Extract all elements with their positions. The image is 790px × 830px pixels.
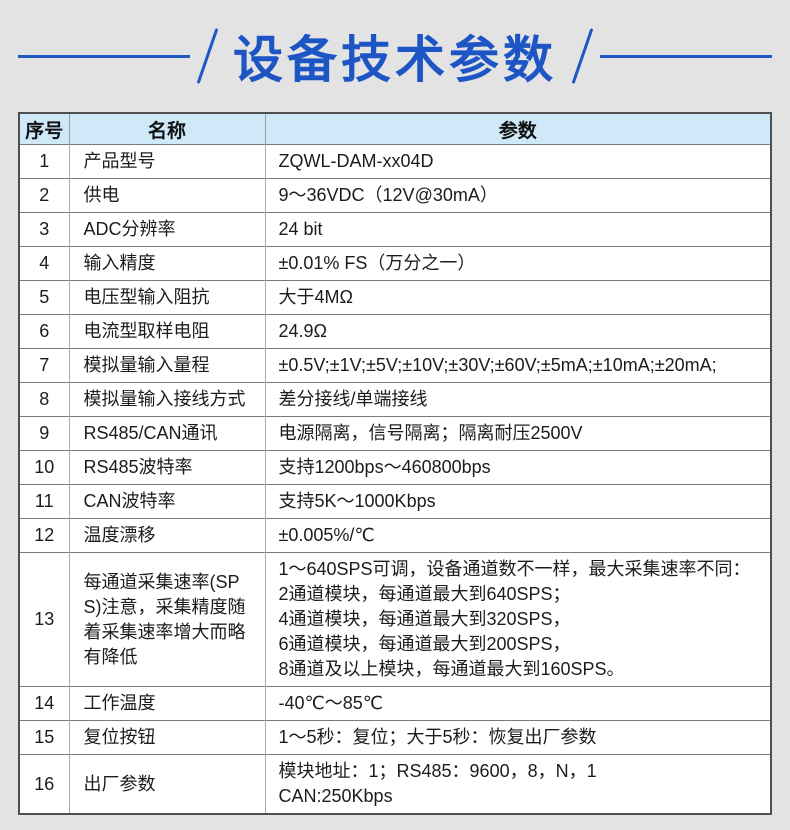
param-value-cell: 24 bit xyxy=(264,212,771,247)
table-body: 1 产品型号 ZQWL-DAM-xx04D 2 供电 9～36VDC（12V@30mA） 3… xyxy=(18,144,771,814)
param-value-line: 2通道模块，每通道最大到640SPS； xyxy=(278,584,571,604)
row-number-cell: 5 xyxy=(18,280,69,315)
param-value-line: 4通道模块，每通道最大到320SPS， xyxy=(278,609,571,629)
param-name-cell: 出厂参数 xyxy=(68,754,265,814)
param-value-cell: 电源隔离，信号隔离；隔离耐压2500V xyxy=(264,416,771,451)
row-number-cell: 8 xyxy=(18,382,69,417)
table-row: 5 电压型输入阻抗 大于4MΩ xyxy=(18,280,771,315)
param-name-cell: 模拟量输入接线方式 xyxy=(68,382,265,417)
page-header: 设备技术参数 xyxy=(0,0,790,112)
row-number-cell: 13 xyxy=(18,552,69,687)
param-value-cell: 1～640SPS可调，设备通道数不一样，最大采集速率不同： 2通道模块，每通道最大… xyxy=(264,552,771,687)
param-name-cell: 输入精度 xyxy=(68,246,265,281)
param-value-line: ±0.005%/℃ xyxy=(278,525,375,545)
param-value-line: 6通道模块，每通道最大到200SPS， xyxy=(278,634,571,654)
row-number-cell: 2 xyxy=(18,178,69,213)
param-value-cell: -40℃～85℃ xyxy=(264,686,771,721)
page-title: 设备技术参数 xyxy=(233,32,557,88)
table-row: 14 工作温度 -40℃～85℃ xyxy=(18,686,771,721)
param-name-cell: ADC分辨率 xyxy=(68,212,265,247)
param-value-cell: ±0.005%/℃ xyxy=(264,518,771,553)
param-value-line: ZQWL-DAM-xx04D xyxy=(278,151,434,171)
table-row: 8 模拟量输入接线方式 差分接线/单端接线 xyxy=(18,382,771,417)
table-row: 9 RS485/CAN通讯 电源隔离，信号隔离；隔离耐压2500V xyxy=(18,416,771,451)
param-name-cell: 温度漂移 xyxy=(68,518,265,553)
param-value-line: 24 bit xyxy=(278,219,323,239)
row-number-cell: 11 xyxy=(18,484,69,519)
row-number-cell: 1 xyxy=(18,144,69,179)
param-name-cell: 模拟量输入量程 xyxy=(68,348,265,383)
param-value-cell: 支持5K～1000Kbps xyxy=(264,484,771,519)
param-name-cell: RS485波特率 xyxy=(68,450,265,485)
table-row: 1 产品型号 ZQWL-DAM-xx04D xyxy=(18,144,771,179)
table-row: 2 供电 9～36VDC（12V@30mA） xyxy=(18,178,771,213)
param-value-cell: 支持1200bps～460800bps xyxy=(264,450,771,485)
row-number-cell: 6 xyxy=(18,314,69,349)
param-value-line: 8通道及以上模块，每通道最大到160SPS。 xyxy=(278,659,625,679)
table-header-row: 序号 名称 参数 xyxy=(18,112,771,145)
table-row: 4 输入精度 ±0.01% FS（万分之一） xyxy=(18,246,771,281)
table-row: 12 温度漂移 ±0.005%/℃ xyxy=(18,518,771,553)
param-name-cell: CAN波特率 xyxy=(68,484,265,519)
column-header-no: 序号 xyxy=(18,112,69,145)
param-value-cell: 9～36VDC（12V@30mA） xyxy=(264,178,771,213)
param-value-cell: ±0.5V;±1V;±5V;±10V;±30V;±60V;±5mA;±10mA;… xyxy=(264,348,771,383)
row-number-cell: 15 xyxy=(18,720,69,755)
param-value-cell: 大于4MΩ xyxy=(264,280,771,315)
table-row: 16 出厂参数 模块地址：1；RS485：9600，8，N，1 CAN:250Kbps xyxy=(18,754,771,814)
param-name-cell: 工作温度 xyxy=(68,686,265,721)
param-value-line: 大于4MΩ xyxy=(278,287,353,307)
row-number-cell: 9 xyxy=(18,416,69,451)
row-number-cell: 14 xyxy=(18,686,69,721)
param-value-line: 支持5K～1000Kbps xyxy=(278,491,436,511)
table-row: 10 RS485波特率 支持1200bps～460800bps xyxy=(18,450,771,485)
table-row: 11 CAN波特率 支持5K～1000Kbps xyxy=(18,484,771,519)
param-value-line: 电源隔离，信号隔离；隔离耐压2500V xyxy=(278,423,583,443)
title-line-right xyxy=(600,54,772,58)
param-name-cell: 复位按钮 xyxy=(68,720,265,755)
param-value-cell: 1～5秒：复位；大于5秒：恢复出厂参数 xyxy=(264,720,771,755)
param-name-cell: 供电 xyxy=(68,178,265,213)
param-value-line: 9～36VDC（12V@30mA） xyxy=(278,185,498,205)
param-name-cell: 每通道采集速率(SPS)注意，采集精度随着采集速率增大而略有降低 xyxy=(68,552,265,687)
param-value-line: -40℃～85℃ xyxy=(278,693,383,713)
title-line-left xyxy=(18,54,190,58)
row-number-cell: 7 xyxy=(18,348,69,383)
param-name-cell: RS485/CAN通讯 xyxy=(68,416,265,451)
param-value-line: 24.9Ω xyxy=(278,321,328,341)
row-number-cell: 16 xyxy=(18,754,69,814)
param-value-line: 1～5秒：复位；大于5秒：恢复出厂参数 xyxy=(278,727,597,747)
param-name-cell: 电流型取样电阻 xyxy=(68,314,265,349)
param-name-cell: 电压型输入阻抗 xyxy=(68,280,265,315)
title-slash-left-icon xyxy=(196,28,219,84)
table-row: 15 复位按钮 1～5秒：复位；大于5秒：恢复出厂参数 xyxy=(18,720,771,755)
table-row: 13 每通道采集速率(SPS)注意，采集精度随着采集速率增大而略有降低 1～640S… xyxy=(18,552,771,687)
param-value-line: 模块地址：1；RS485：9600，8，N，1 xyxy=(278,761,597,781)
param-value-cell: 24.9Ω xyxy=(264,314,771,349)
table-row: 7 模拟量输入量程 ±0.5V;±1V;±5V;±10V;±30V;±60V;±5m… xyxy=(18,348,771,383)
param-value-line: CAN:250Kbps xyxy=(278,786,393,806)
param-value-cell: 差分接线/单端接线 xyxy=(264,382,771,417)
row-number-cell: 3 xyxy=(18,212,69,247)
title-slash-right-icon xyxy=(571,28,594,84)
row-number-cell: 10 xyxy=(18,450,69,485)
param-value-cell: ZQWL-DAM-xx04D xyxy=(264,144,771,179)
param-value-line: 1～640SPS可调，设备通道数不一样，最大采集速率不同： xyxy=(278,559,751,579)
param-value-cell: ±0.01% FS（万分之一） xyxy=(264,246,771,281)
param-value-line: ±0.5V;±1V;±5V;±10V;±30V;±60V;±5mA;±10mA;… xyxy=(278,355,717,375)
table-row: 6 电流型取样电阻 24.9Ω xyxy=(18,314,771,349)
param-value-line: ±0.01% FS（万分之一） xyxy=(278,253,476,273)
row-number-cell: 4 xyxy=(18,246,69,281)
param-name-cell: 产品型号 xyxy=(68,144,265,179)
param-value-cell: 模块地址：1；RS485：9600，8，N，1 CAN:250Kbps xyxy=(264,754,771,814)
param-value-line: 差分接线/单端接线 xyxy=(278,389,428,409)
column-header-params: 参数 xyxy=(264,112,771,145)
row-number-cell: 12 xyxy=(18,518,69,553)
param-value-line: 支持1200bps～460800bps xyxy=(278,457,491,477)
column-header-name: 名称 xyxy=(68,112,265,145)
spec-table: 序号 名称 参数 1 产品型号 ZQWL-DAM-xx04D 2 供电 9～36VDC（1… xyxy=(18,112,772,815)
table-row: 3 ADC分辨率 24 bit xyxy=(18,212,771,247)
